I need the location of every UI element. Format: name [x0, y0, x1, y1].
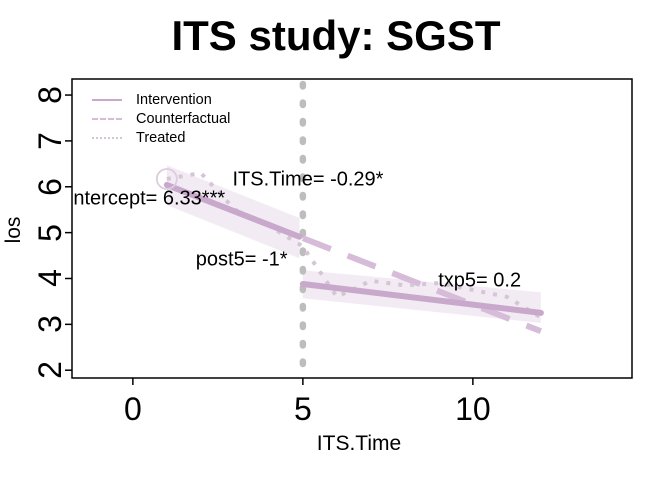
- x-tick-label: 10: [455, 391, 491, 427]
- dashed-line-sample-icon: [92, 117, 122, 120]
- annotation-txp5: txp5= 0.2: [438, 269, 522, 292]
- axis-tick-marks: [65, 94, 474, 385]
- legend-item-intervention: Intervention: [92, 90, 230, 109]
- y-tick-label: 6: [32, 177, 68, 196]
- legend-label: Intervention: [136, 91, 212, 108]
- y-tick-label: 8: [32, 86, 68, 104]
- y-axis-label: los: [2, 216, 25, 244]
- intervention-line-pre: [163, 181, 303, 240]
- legend: Intervention Counterfactual Treated: [92, 90, 230, 147]
- plot-border-box: [71, 78, 633, 379]
- y-tick-label: 4: [32, 269, 68, 288]
- intervention-line-post: [299, 280, 544, 316]
- x-axis-label: ITS.Time: [316, 432, 402, 455]
- dotted-line-sample-icon: [92, 136, 122, 139]
- y-tick-label: 7: [32, 132, 68, 150]
- x-tick-label: 0: [123, 391, 142, 427]
- legend-item-counterfactual: Counterfactual: [92, 109, 230, 128]
- counterfactual-line: [301, 235, 542, 335]
- solid-line-sample-icon: [92, 98, 122, 101]
- annotation-intercept: ntercept= 6.33***: [73, 187, 226, 210]
- x-tick-label: 5: [293, 391, 312, 427]
- annotation-its-time: ITS.Time= -0.29*: [232, 168, 384, 191]
- annotation-post5: post5= -1*: [195, 248, 288, 271]
- legend-item-treated: Treated: [92, 128, 230, 147]
- legend-label: Counterfactual: [136, 110, 231, 127]
- y-tick-label: 2: [32, 361, 68, 380]
- legend-label: Treated: [136, 129, 186, 146]
- first-point-circle-marker: [155, 168, 178, 190]
- page-title: ITS study: SGST: [171, 12, 501, 59]
- y-tick-label: 5: [32, 223, 68, 242]
- y-tick-label: 3: [32, 315, 68, 334]
